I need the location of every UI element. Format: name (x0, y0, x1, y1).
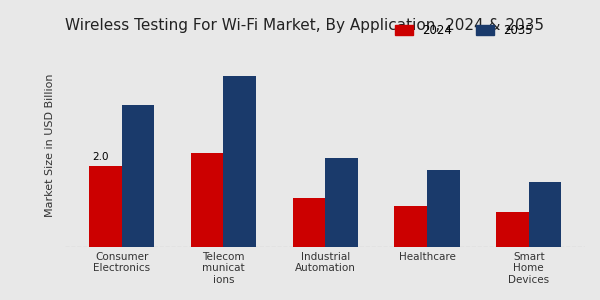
Bar (191, 154, 223, 247)
Bar (89, 166, 122, 247)
Bar (496, 212, 529, 247)
Bar (394, 206, 427, 247)
Bar (122, 105, 154, 247)
Bar (529, 182, 562, 247)
Text: 2.0: 2.0 (92, 152, 109, 162)
Bar (223, 76, 256, 247)
Legend: 2024, 2035: 2024, 2035 (391, 19, 538, 42)
Bar (325, 158, 358, 247)
Y-axis label: Market Size in USD Billion: Market Size in USD Billion (45, 74, 55, 217)
Bar (293, 198, 325, 247)
Bar (427, 170, 460, 247)
Text: Wireless Testing For Wi-Fi Market, By Application, 2024 & 2035: Wireless Testing For Wi-Fi Market, By Ap… (65, 18, 544, 33)
